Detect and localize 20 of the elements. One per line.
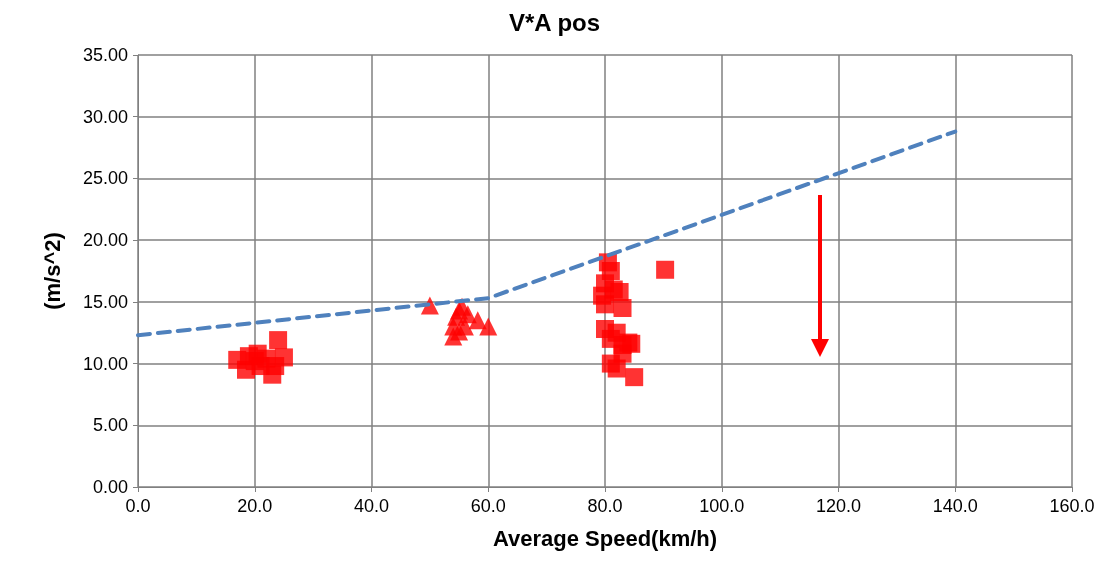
y-tick-label: 25.00 (82, 168, 128, 189)
x-tick-label: 60.0 (470, 496, 506, 516)
y-tick-label: 10.00 (82, 353, 128, 374)
y-tick-label: 30.00 (82, 106, 128, 127)
y-tick-label: 0.00 (92, 477, 128, 497)
x-tick-label: 140.0 (932, 496, 978, 516)
y-tick-label: 15.00 (82, 291, 128, 312)
x-tick-label: 80.0 (587, 496, 623, 516)
y-axis-title: (m/s^2) (39, 232, 65, 310)
x-tick-label: 20.0 (237, 496, 273, 516)
x-tick-label: 0.0 (125, 496, 151, 516)
y-tick-label: 20.00 (82, 230, 128, 251)
x-tick-label: 100.0 (699, 496, 745, 516)
x-tick-label: 160.0 (1049, 496, 1095, 516)
x-tick-label: 40.0 (353, 496, 390, 516)
chart-title: V*A pos (508, 8, 601, 36)
y-tick-label: 35.00 (82, 45, 128, 65)
x-tick-label: 120.0 (815, 496, 862, 516)
y-tick-label: 5.00 (92, 415, 128, 436)
x-axis-title: Average Speed(km/h) (492, 525, 718, 551)
